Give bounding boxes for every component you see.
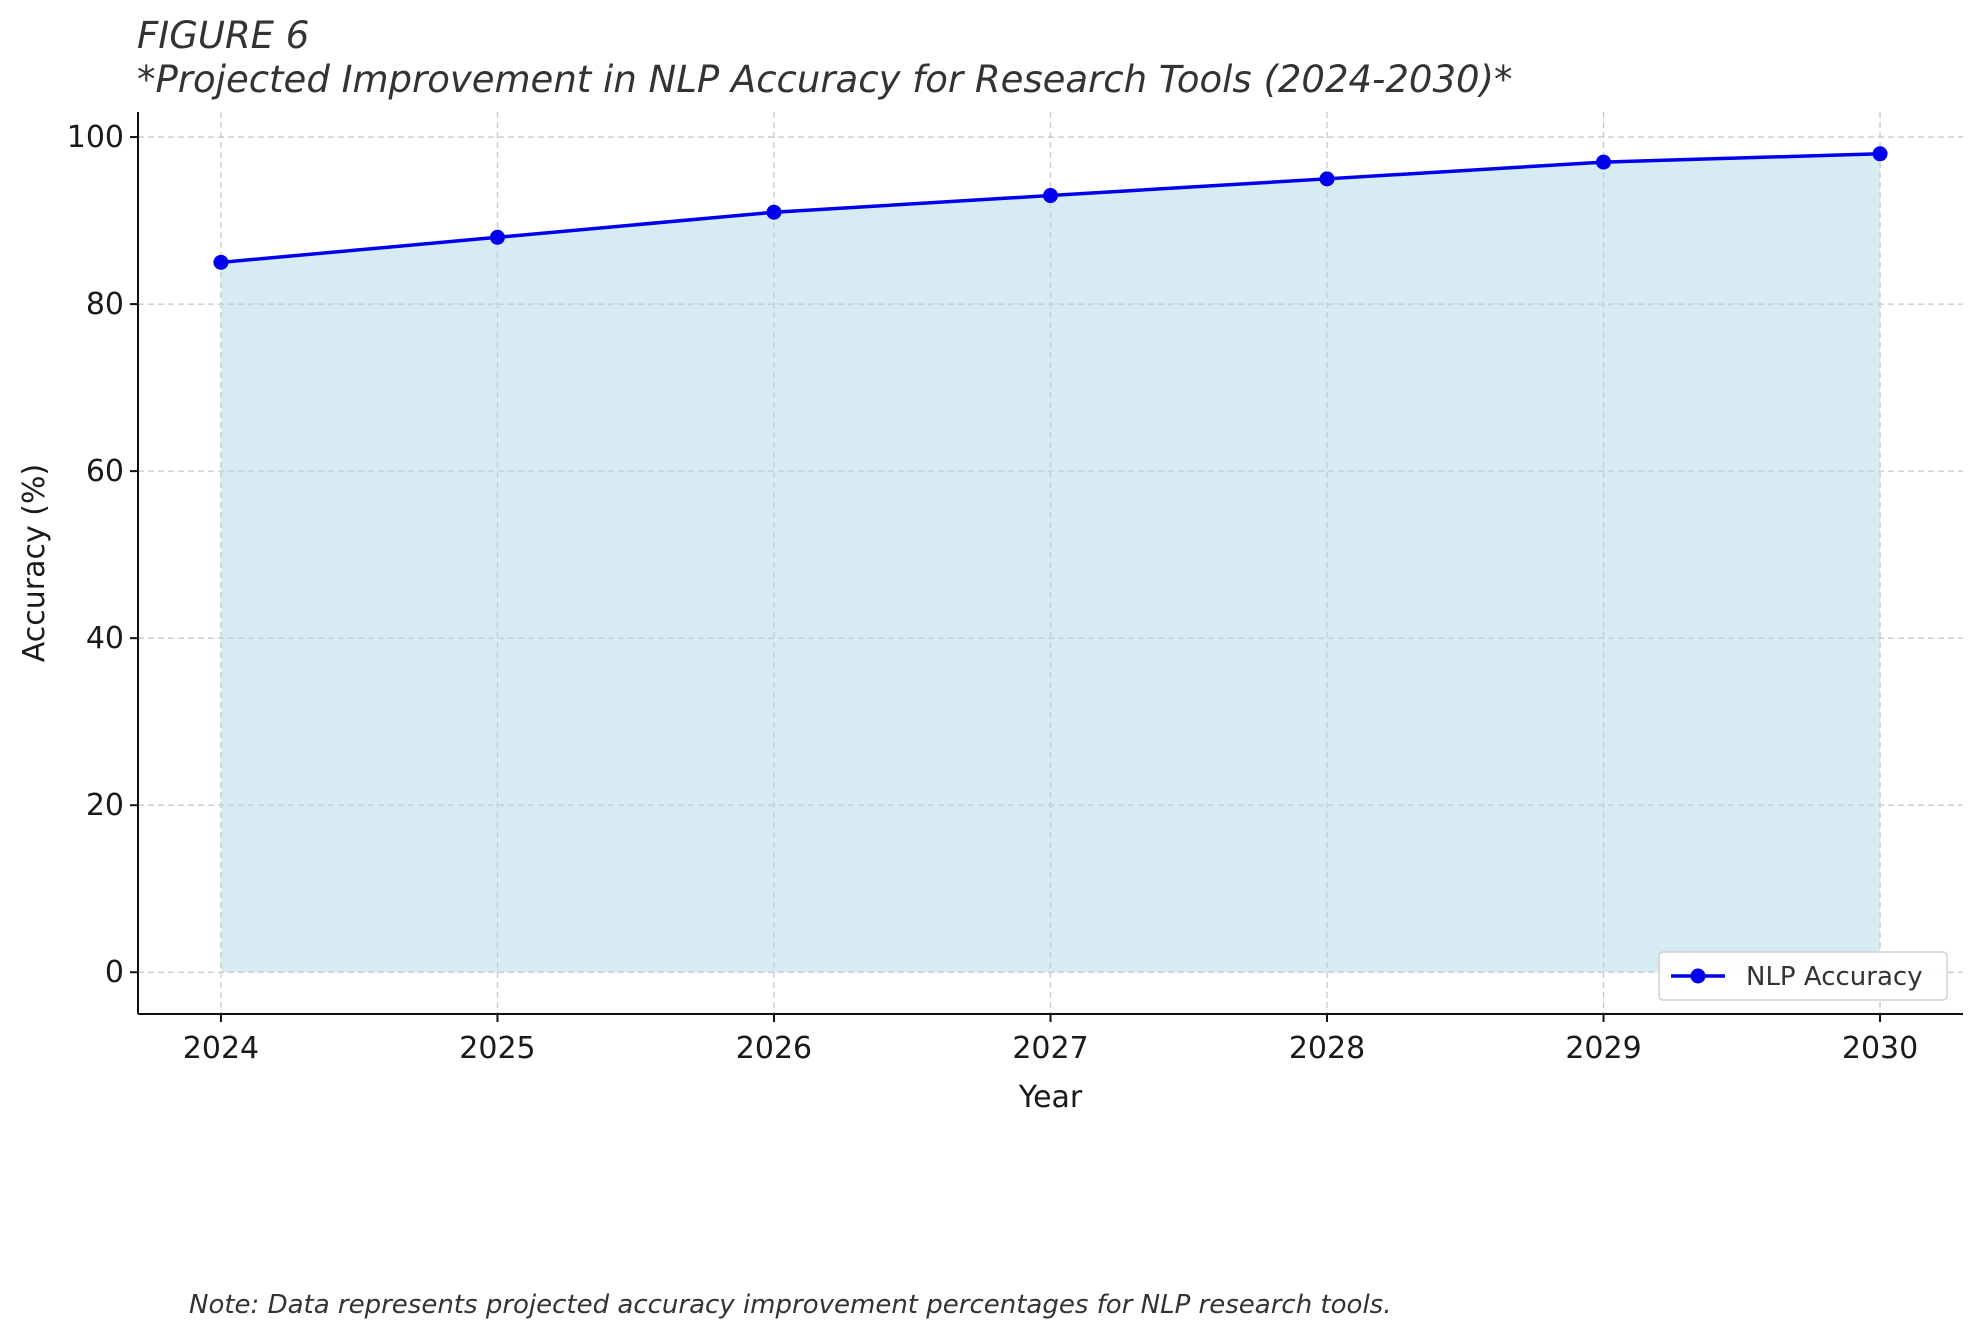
x-tick-label-2025: 2025 [459,1031,535,1066]
data-point-2026 [766,204,782,220]
figure-label: FIGURE 6 [137,14,309,57]
data-point-2025 [489,229,505,245]
legend-label: NLP Accuracy [1746,962,1923,992]
legend-marker-swatch [1690,968,1706,984]
y-tick-label-60: 60 [86,454,124,489]
x-axis-label: Year [1018,1080,1083,1115]
x-tick-label-2027: 2027 [1012,1031,1088,1066]
y-axis-label: Accuracy (%) [17,464,52,662]
x-tick-label-2024: 2024 [183,1031,259,1066]
data-point-2024 [213,254,229,270]
y-tick-label-0: 0 [105,955,124,990]
data-point-2027 [1043,188,1058,204]
data-point-2028 [1319,171,1335,187]
area-fill [220,153,1881,973]
y-tick-label-80: 80 [86,287,124,322]
x-tick-label-2030: 2030 [1842,1031,1918,1066]
y-tick-label-20: 20 [86,788,124,823]
x-tick-label-2028: 2028 [1289,1031,1365,1066]
legend: NLP Accuracy [1658,951,1948,1001]
y-ticks: 0 20 40 60 80 100 [67,120,138,990]
y-tick-label-40: 40 [86,621,124,656]
legend-box [1658,951,1948,1001]
chart-title: *Projected Improvement in NLP Accuracy f… [137,58,1513,101]
x-tick-label-2026: 2026 [736,1031,812,1066]
x-tick-label-2029: 2029 [1565,1031,1641,1066]
y-tick-label-100: 100 [67,120,124,155]
x-ticks: 2024 2025 2026 2027 2028 2029 2030 [183,1014,1918,1066]
data-points [213,146,1888,270]
footnote: Note: Data represents projected accuracy… [189,1290,1391,1320]
data-point-2030 [1872,146,1888,162]
data-point-2029 [1596,154,1612,170]
